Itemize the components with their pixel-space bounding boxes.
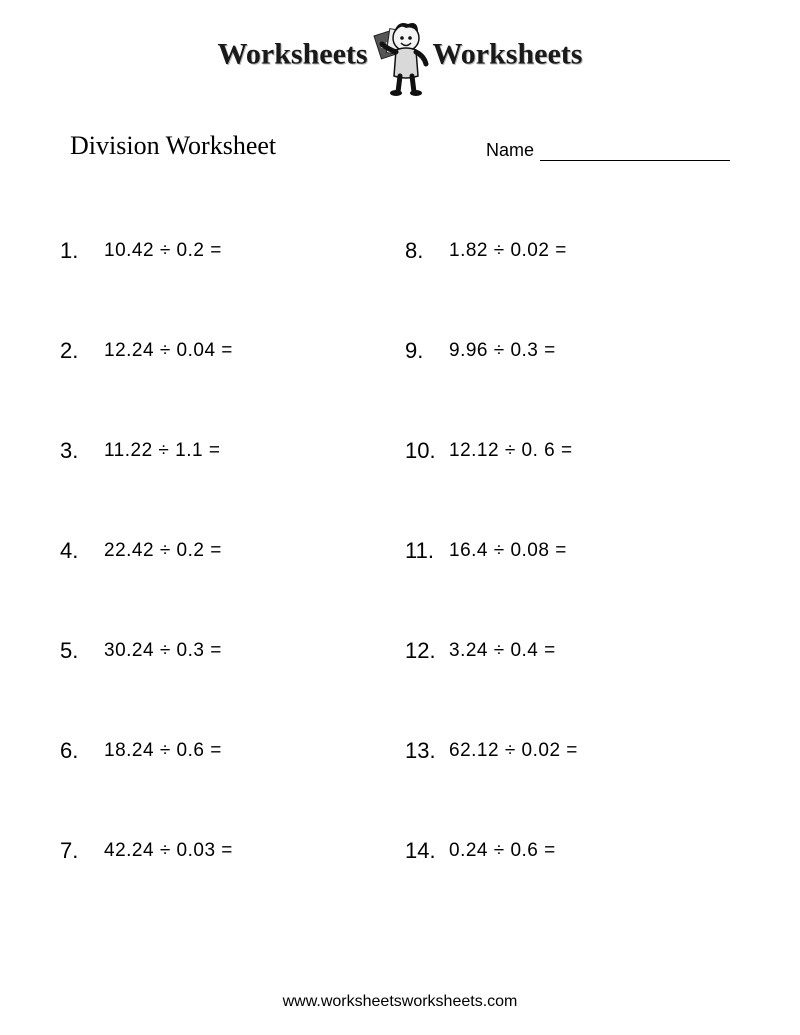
problem-expression: 22.42 ÷ 0.2 = (104, 540, 222, 562)
problem-expression: 42.24 ÷ 0.03 = (104, 840, 233, 862)
problem-row: 7.42.24 ÷ 0.03 = (60, 801, 395, 901)
problem-number: 8. (405, 238, 449, 264)
problem-row: 12.3.24 ÷ 0.4 = (405, 601, 740, 701)
logo-area: Worksheets 2+1= (0, 0, 800, 101)
problem-expression: 12.12 ÷ 0. 6 = (449, 440, 573, 462)
problem-row: 5.30.24 ÷ 0.3 = (60, 601, 395, 701)
problem-row: 1.10.42 ÷ 0.2 = (60, 201, 395, 301)
problem-expression: 10.42 ÷ 0.2 = (104, 240, 222, 262)
problem-number: 7. (60, 838, 104, 864)
problem-expression: 0.24 ÷ 0.6 = (449, 840, 556, 862)
problem-row: 8.1.82 ÷ 0.02 = (405, 201, 740, 301)
problem-expression: 12.24 ÷ 0.04 = (104, 340, 233, 362)
name-label: Name (486, 140, 534, 161)
page-title: Division Worksheet (70, 131, 276, 161)
problem-expression: 16.4 ÷ 0.08 = (449, 540, 567, 562)
footer-url: www.worksheetsworksheets.com (0, 993, 800, 1011)
problem-number: 1. (60, 238, 104, 264)
problem-number: 9. (405, 338, 449, 364)
problem-expression: 9.96 ÷ 0.3 = (449, 340, 556, 362)
problem-row: 13.62.12 ÷ 0.02 = (405, 701, 740, 801)
problem-number: 13. (405, 738, 449, 764)
problem-expression: 30.24 ÷ 0.3 = (104, 640, 222, 662)
logo: Worksheets 2+1= (218, 18, 583, 101)
problem-expression: 3.24 ÷ 0.4 = (449, 640, 556, 662)
header-row: Division Worksheet Name (0, 101, 800, 171)
problem-row: 2.12.24 ÷ 0.04 = (60, 301, 395, 401)
problem-row: 9.9.96 ÷ 0.3 = (405, 301, 740, 401)
problem-number: 12. (405, 638, 449, 664)
problem-number: 14. (405, 838, 449, 864)
problem-row: 11.16.4 ÷ 0.08 = (405, 501, 740, 601)
problem-number: 5. (60, 638, 104, 664)
problem-row: 10.12.12 ÷ 0. 6 = (405, 401, 740, 501)
logo-boy-icon: 2+1= (368, 18, 432, 101)
problem-expression: 11.22 ÷ 1.1 = (104, 440, 220, 462)
problem-expression: 18.24 ÷ 0.6 = (104, 740, 222, 762)
problem-number: 11. (405, 538, 449, 564)
problem-number: 4. (60, 538, 104, 564)
problem-number: 10. (405, 438, 449, 464)
problem-number: 6. (60, 738, 104, 764)
name-blank-line[interactable] (540, 141, 730, 161)
logo-word-left: Worksheets (218, 38, 368, 71)
problem-row: 3.11.22 ÷ 1.1 = (60, 401, 395, 501)
problem-row: 6.18.24 ÷ 0.6 = (60, 701, 395, 801)
problem-number: 3. (60, 438, 104, 464)
problem-row: 4.22.42 ÷ 0.2 = (60, 501, 395, 601)
problem-expression: 1.82 ÷ 0.02 = (449, 240, 567, 262)
problem-expression: 62.12 ÷ 0.02 = (449, 740, 578, 762)
name-field: Name (486, 140, 730, 161)
problem-row: 14.0.24 ÷ 0.6 = (405, 801, 740, 901)
problems-grid: 1.10.42 ÷ 0.2 =2.12.24 ÷ 0.04 =3.11.22 ÷… (0, 171, 800, 901)
problem-number: 2. (60, 338, 104, 364)
logo-word-right: Worksheets (432, 38, 582, 71)
